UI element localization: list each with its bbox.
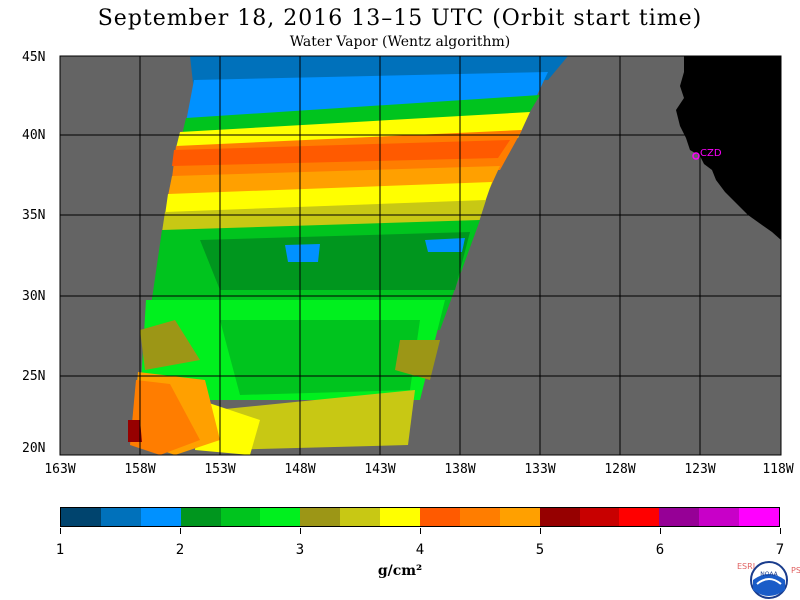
lat-lon-grid xyxy=(60,56,781,455)
colorbar-tick xyxy=(420,528,421,534)
lat-label-40n: 40N xyxy=(22,128,46,143)
page-title: September 18, 2016 13–15 UTC (Orbit star… xyxy=(97,6,703,31)
colorbar-swatch xyxy=(140,508,181,526)
colorbar-swatch xyxy=(619,508,660,526)
colorbar-tick-label: 5 xyxy=(535,542,545,558)
colorbar-swatch xyxy=(300,508,341,526)
swath-band-orange-southwest xyxy=(130,380,200,455)
colorbar-tick xyxy=(60,528,61,534)
lat-label-45n: 45N xyxy=(22,50,46,65)
colorbar-swatch xyxy=(220,508,261,526)
land-mass xyxy=(676,56,781,240)
lon-label-158w: 158W xyxy=(124,462,156,477)
colorbar-swatch xyxy=(61,508,101,526)
colorbar-swatch xyxy=(659,508,700,526)
colorbar-tick xyxy=(300,528,301,534)
colorbar-tick-label: 4 xyxy=(415,542,425,558)
swath-band-olive-south xyxy=(140,320,200,370)
colorbar xyxy=(60,507,780,527)
water-vapor-map: CZD xyxy=(59,55,782,456)
colorbar-tick-label: 6 xyxy=(655,542,665,558)
noaa-logo: ESRL NOAA PSD xyxy=(735,560,800,600)
colorbar-swatch xyxy=(539,508,580,526)
colorbar-units: g/cm² xyxy=(377,563,423,579)
colorbar-swatch xyxy=(459,508,500,526)
lon-label-118w: 118W xyxy=(762,462,794,477)
lat-label-35n: 35N xyxy=(22,208,46,223)
colorbar-swatch xyxy=(499,508,540,526)
logo-right-letters: PSD xyxy=(791,566,800,575)
swath-band-red-orange xyxy=(172,140,510,166)
lon-label-163w: 163W xyxy=(44,462,76,477)
lon-label-143w: 143W xyxy=(364,462,396,477)
satellite-swath xyxy=(128,56,568,455)
colorbar-tick-label: 1 xyxy=(55,542,65,558)
lon-label-123w: 123W xyxy=(684,462,716,477)
colorbar-swatch xyxy=(739,508,780,526)
station-marker-czd xyxy=(692,152,700,160)
swath-band-dark-green xyxy=(200,232,470,290)
svg-text:NOAA: NOAA xyxy=(760,571,778,578)
colorbar-tick-label: 3 xyxy=(295,542,305,558)
lat-label-30n: 30N xyxy=(22,289,46,304)
swath-band-blue-patch-2 xyxy=(285,244,320,262)
lon-label-148w: 148W xyxy=(284,462,316,477)
colorbar-tick xyxy=(180,528,181,534)
colorbar-tick xyxy=(660,528,661,534)
swath-band-green-north xyxy=(182,95,540,135)
page-subtitle: Water Vapor (Wentz algorithm) xyxy=(289,34,511,50)
colorbar-swatch xyxy=(180,508,221,526)
logo-left-letters: ESRL xyxy=(737,562,758,571)
colorbar-swatch xyxy=(340,508,381,526)
colorbar-tick-label: 7 xyxy=(775,542,785,558)
colorbar-swatch xyxy=(100,508,141,526)
lon-label-133w: 133W xyxy=(524,462,556,477)
colorbar-swatch xyxy=(699,508,740,526)
lon-label-153w: 153W xyxy=(204,462,236,477)
swath-band-olive-right xyxy=(395,340,440,380)
colorbar-swatch xyxy=(420,508,460,526)
noaa-emblem-icon: NOAA xyxy=(750,561,788,599)
lon-label-138w: 138W xyxy=(444,462,476,477)
lat-label-25n: 25N xyxy=(22,369,46,384)
swath-band-dark-red-southwest xyxy=(128,420,142,442)
colorbar-tick-label: 2 xyxy=(175,542,185,558)
swath-band-blue-patch xyxy=(425,238,465,252)
colorbar-tick xyxy=(540,528,541,534)
swath-band-green-lower xyxy=(220,320,420,395)
lon-label-128w: 128W xyxy=(604,462,636,477)
colorbar-swatch xyxy=(380,508,421,526)
lat-label-20n: 20N xyxy=(22,441,46,456)
swath-band-yellow-south xyxy=(215,390,415,450)
colorbar-tick xyxy=(780,528,781,534)
map-frame xyxy=(59,55,782,456)
station-label: CZD xyxy=(700,148,722,159)
colorbar-swatch xyxy=(579,508,620,526)
colorbar-swatch xyxy=(260,508,301,526)
